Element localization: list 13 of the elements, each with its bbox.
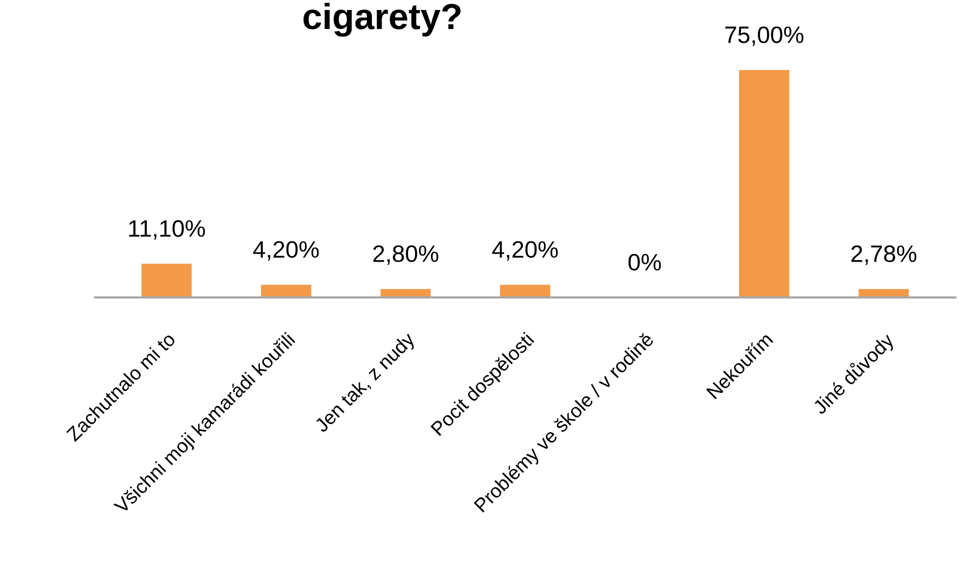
bar xyxy=(500,284,550,298)
data-label: 75,00% xyxy=(725,26,804,46)
data-label: 2,80% xyxy=(373,245,438,265)
data-label: 4,20% xyxy=(253,241,319,261)
bar xyxy=(261,284,312,298)
data-label: 4,20% xyxy=(492,241,558,261)
data-label: 11,10% xyxy=(129,220,205,240)
data-label: 2,78% xyxy=(851,245,916,265)
bar xyxy=(141,264,192,298)
data-label: 0% xyxy=(628,254,661,271)
chart-title: cigarety? xyxy=(303,2,461,37)
bar xyxy=(858,289,909,298)
bar xyxy=(739,70,790,298)
